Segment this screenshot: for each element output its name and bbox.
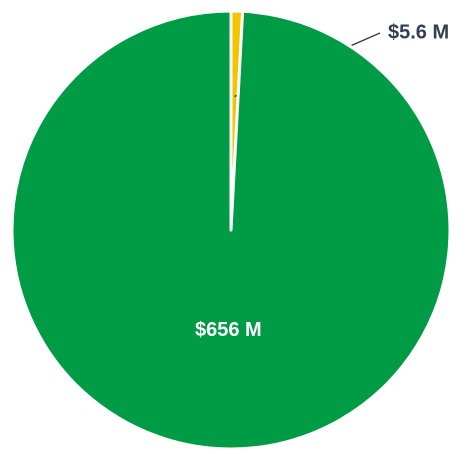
data-label: $5.6 M: [388, 21, 449, 43]
data-label: $656 M: [195, 319, 262, 341]
pie-slice: [10, 9, 452, 451]
